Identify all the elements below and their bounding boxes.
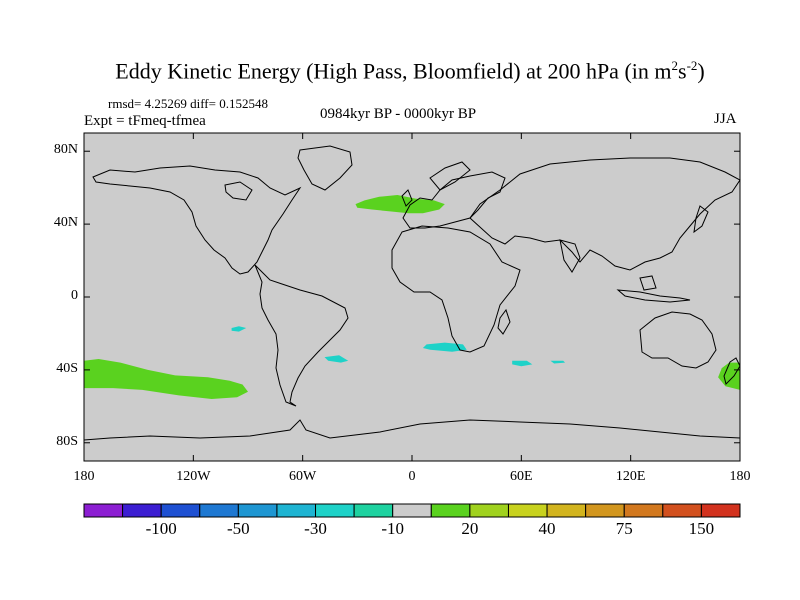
colorbar: [83, 503, 741, 518]
anomaly-south-pacific-negative-small: [231, 326, 247, 332]
coast-hudson-bay: [224, 181, 253, 201]
colorbar-box: [353, 503, 394, 518]
coastline-layer: [83, 145, 741, 441]
coast-madagascar: [497, 308, 511, 335]
colorbar-label: -50: [227, 519, 250, 538]
x-tick-label: 180: [73, 469, 95, 484]
y-tick-label: 80N: [53, 142, 78, 158]
colorbar-box: [546, 503, 587, 518]
colorbar-box: [700, 503, 741, 518]
coast-north-america: [92, 165, 302, 275]
colorbar-box: [662, 503, 702, 518]
x-tick-label: 60E: [510, 469, 533, 484]
colorbar-box: [199, 503, 239, 518]
colorbar-box: [469, 503, 509, 518]
x-tick-label: 60W: [289, 469, 317, 484]
y-tick-label: 40S: [56, 360, 78, 376]
y-tick-label: 80S: [56, 433, 78, 449]
coast-south-america: [254, 264, 349, 407]
coast-europe: [402, 171, 506, 229]
anomaly-south-africa-negative: [422, 342, 467, 352]
anomaly-north-atlantic-positive: [355, 195, 445, 214]
x-tick-label: 120E: [615, 469, 646, 484]
colorbar-label: -10: [381, 519, 405, 538]
coast-scandinavia: [429, 161, 471, 191]
season-label: JJA: [714, 111, 737, 127]
x-tick-label: 180: [729, 469, 751, 484]
colorbar-box: [83, 503, 124, 518]
anomaly-south-atlantic-negative: [324, 355, 349, 363]
coast-asia: [469, 157, 741, 271]
colorbar-box: [507, 503, 548, 518]
colorbar-label: -30: [304, 519, 327, 538]
colorbar-box: [392, 503, 432, 518]
colorbar-box: [623, 503, 664, 518]
figure-title: Eddy Kinetic Energy (High Pass, Bloomfie…: [115, 58, 705, 84]
colorbar-label: 20: [461, 519, 479, 538]
anomaly-layer: [84, 195, 740, 399]
anomaly-indian-ocean-negative-1: [512, 360, 533, 367]
coast-borneo: [639, 275, 657, 291]
colorbar-box: [122, 503, 162, 518]
colorbar-label: -100: [145, 519, 177, 538]
coast-britain: [401, 189, 413, 207]
coast-africa: [391, 225, 521, 353]
anomaly-indian-ocean-negative-2: [550, 360, 566, 364]
colorbar-box: [585, 503, 625, 518]
coast-japan: [693, 205, 709, 234]
y-tick-label: 40N: [53, 215, 78, 231]
period-label: 0984kyr BP - 0000kyr BP: [320, 106, 477, 122]
colorbar-box: [160, 503, 201, 518]
anomaly-south-pacific-positive: [84, 359, 248, 399]
coast-indonesia: [616, 289, 691, 303]
coast-australia: [639, 311, 717, 369]
x-tick-label: 0: [408, 469, 416, 484]
tick-layer: [83, 133, 741, 461]
coast-antarctica: [83, 419, 741, 441]
stats-text: rmsd= 4.25269 diff= 0.152548: [108, 96, 268, 111]
colorbar-label: 150: [688, 519, 715, 538]
experiment-label: Expt = tFmeq-tfmea: [84, 113, 206, 129]
colorbar-box: [315, 503, 355, 518]
colorbar-box: [237, 503, 278, 518]
x-tick-label: 120W: [176, 469, 211, 484]
colorbar-label: 75: [615, 519, 633, 538]
coast-greenland: [297, 145, 353, 191]
coast-new-zealand: [723, 357, 741, 385]
y-tick-label: 0: [71, 288, 78, 303]
coast-india: [559, 239, 581, 273]
colorbar-box: [430, 503, 471, 518]
colorbar-box: [276, 503, 317, 518]
colorbar-label: 40: [538, 519, 556, 538]
map-background: [84, 133, 740, 461]
